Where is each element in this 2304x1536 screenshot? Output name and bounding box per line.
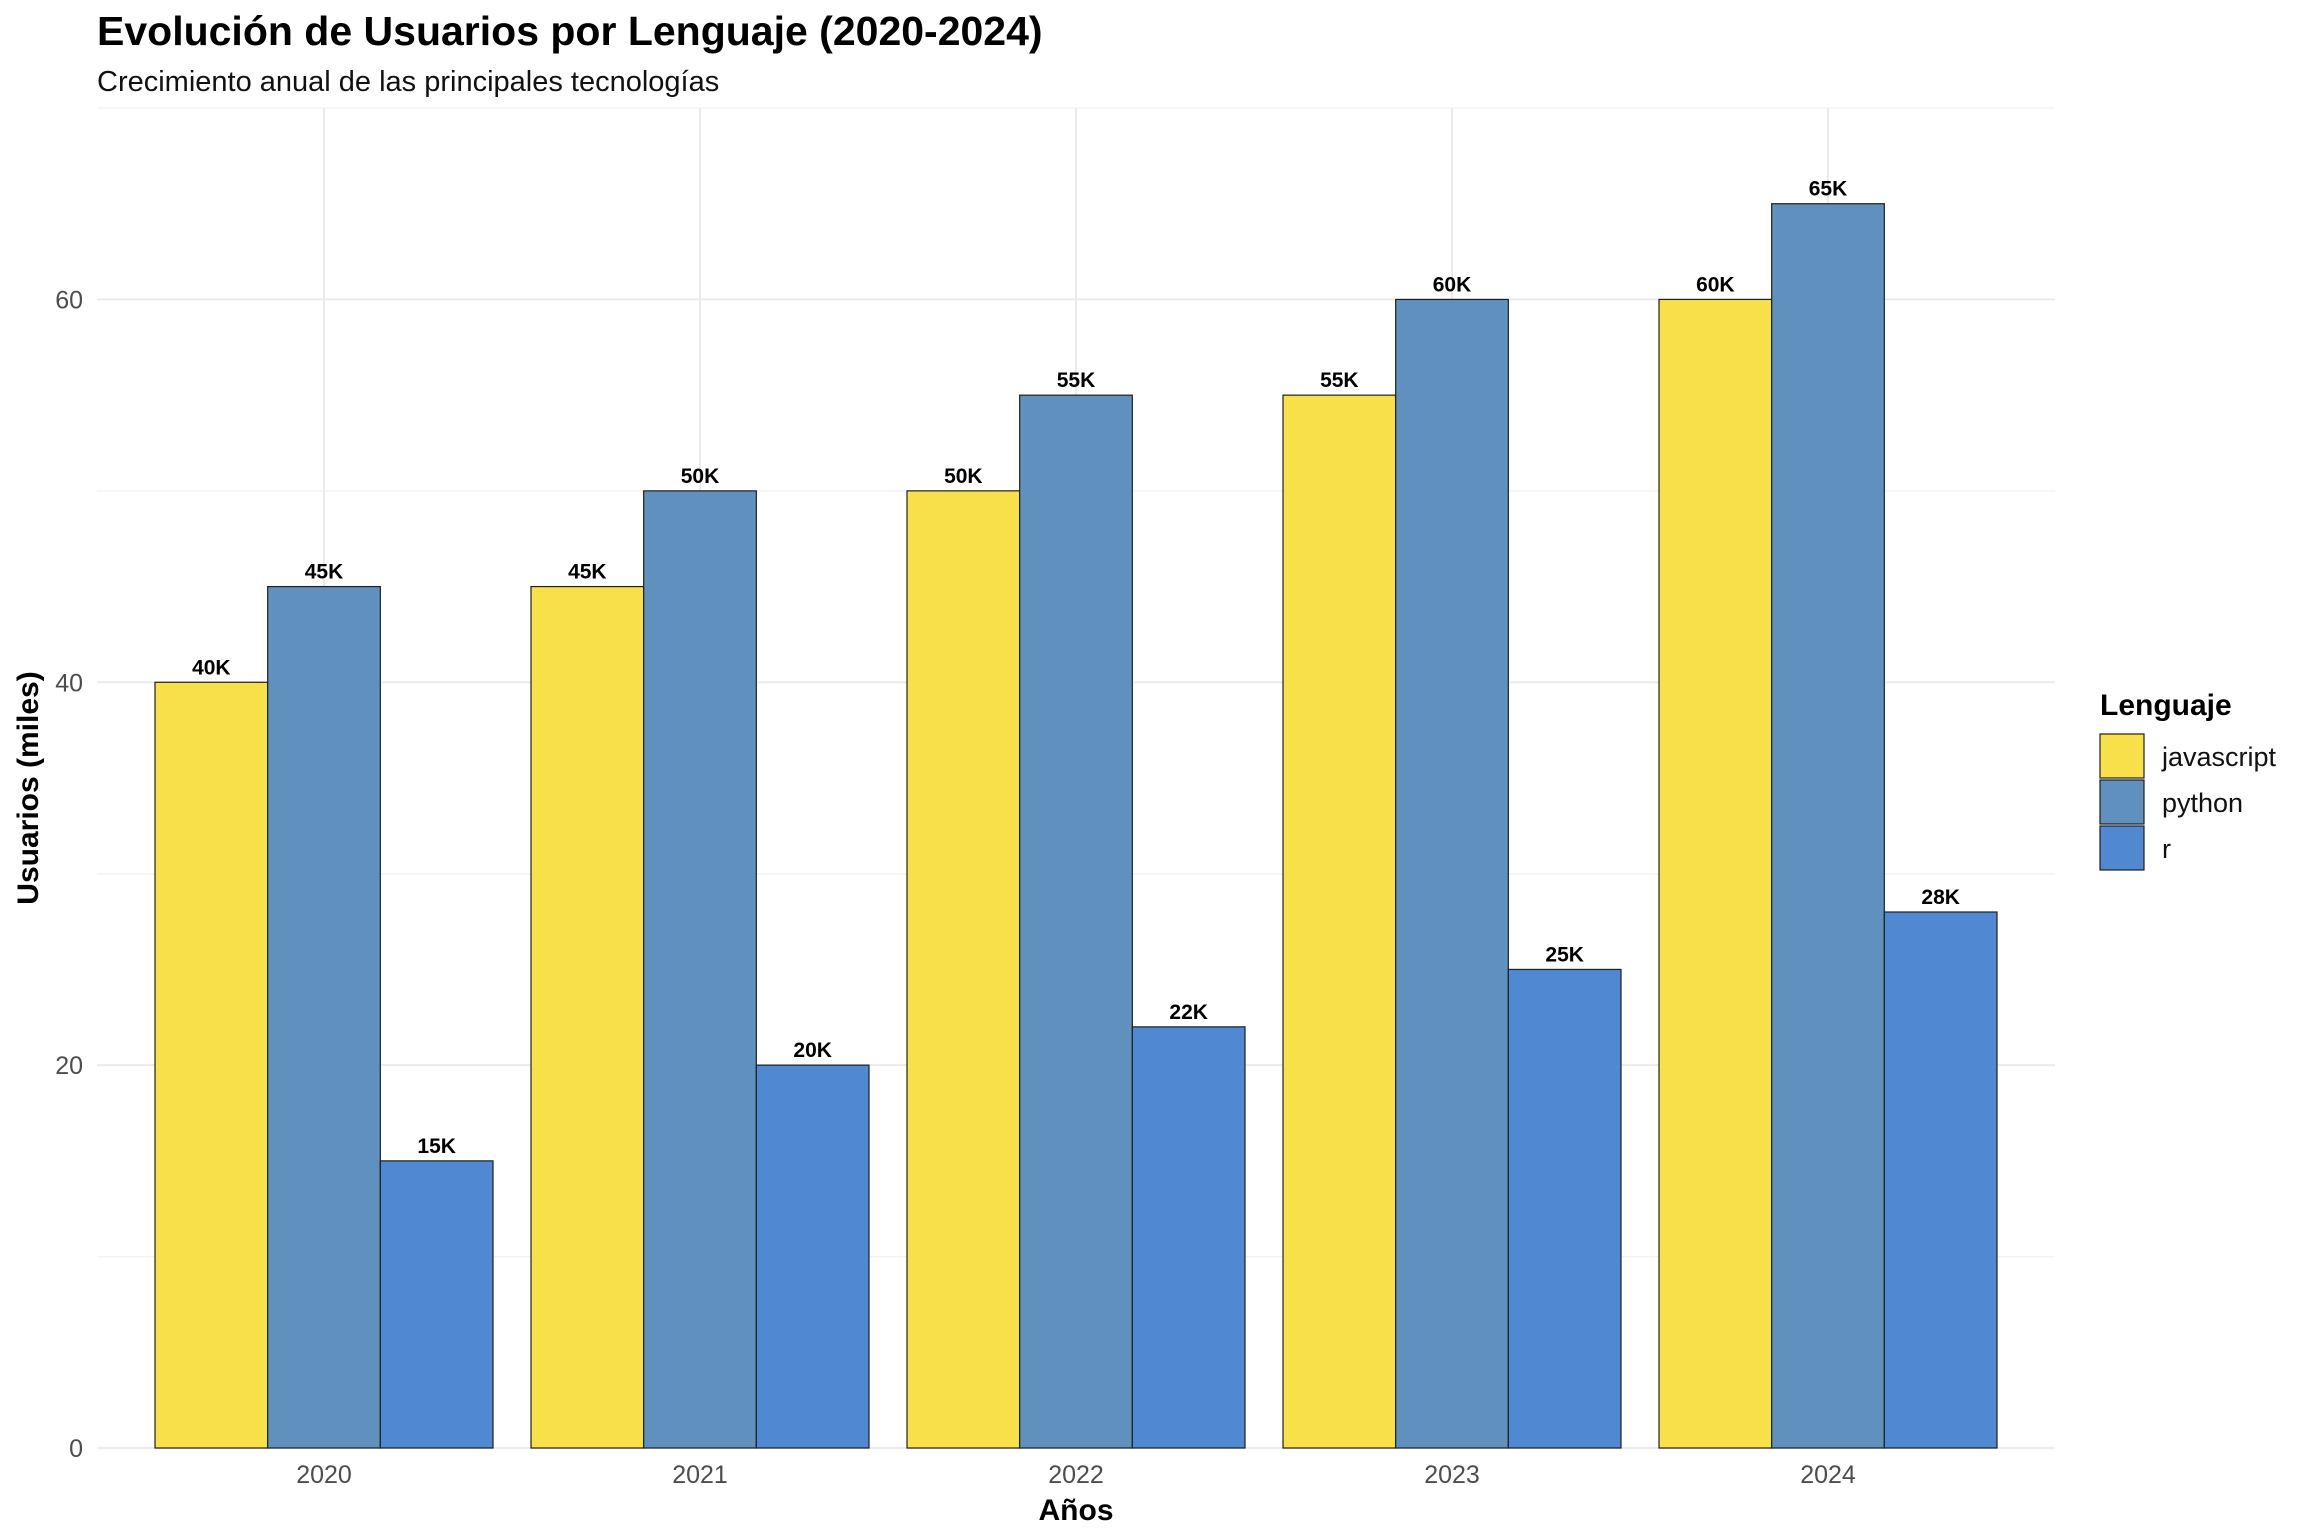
y-tick-label: 0 [69,1435,83,1463]
bar-label-python-2020: 45K [305,561,344,584]
bar-python-2023 [1395,298,1509,1449]
bar-label-r-2023: 25K [1545,943,1584,966]
x-tick-label: 2023 [1424,1461,1480,1489]
legend-label-r: r [2162,834,2171,864]
legend-swatch-r [2099,825,2145,871]
x-axis-title: Años [1039,1494,1114,1527]
y-axis-ticks: 0 20 40 60 [55,286,83,1463]
bar-r-2022 [1131,1026,1246,1449]
bar-javascript-2022 [906,490,1021,1449]
x-axis-ticks: 2020 2021 2022 2023 2024 [296,1461,1856,1489]
bar-python-2024 [1771,203,1885,1449]
bar-javascript-2020 [154,681,269,1449]
y-tick-label: 40 [55,669,83,697]
bar-label-javascript-2022: 50K [944,465,983,488]
bar-label-javascript-2020: 40K [192,656,231,679]
bar-label-r-2021: 20K [793,1039,832,1062]
legend-swatch-python [2099,779,2145,825]
bar-r-2020 [379,1160,494,1449]
bars [154,203,1998,1449]
x-tick-label: 2022 [1048,1461,1104,1489]
bar-label-javascript-2023: 55K [1320,369,1359,392]
bar-label-python-2023: 60K [1433,273,1472,296]
bar-label-r-2020: 15K [417,1135,456,1158]
bar-label-python-2022: 55K [1057,369,1096,392]
legend-swatch-javascript [2099,733,2145,779]
bar-javascript-2023 [1282,394,1397,1449]
chart-subtitle: Crecimiento anual de las principales tec… [97,66,720,98]
bar-python-2020 [267,585,381,1449]
legend-title: Lenguaje [2100,689,2232,722]
bar-r-2024 [1883,911,1998,1449]
chart-title: Evolución de Usuarios por Lenguaje (2020… [97,8,1043,54]
bar-python-2022 [1019,394,1133,1449]
bar-labels: 40K 45K 15K 45K 50K 20K 50K 55K 22K 55K 60K 25K 60K 6… [192,178,1960,1158]
bar-r-2021 [755,1064,870,1449]
x-tick-label: 2021 [672,1461,728,1489]
bar-label-r-2024: 28K [1921,886,1960,909]
bar-r-2023 [1507,968,1622,1449]
legend: Lenguaje javascript python r [2099,689,2277,871]
y-tick-label: 60 [55,286,83,314]
bar-label-python-2024: 65K [1809,178,1848,201]
x-tick-label: 2020 [296,1461,352,1489]
bar-label-python-2021: 50K [681,465,720,488]
bar-javascript-2024 [1658,298,1773,1449]
bar-label-javascript-2021: 45K [568,561,607,584]
y-axis-title: Usuarios (miles) [12,671,45,904]
bar-python-2021 [643,490,757,1449]
legend-label-python: python [2162,788,2243,818]
bar-label-javascript-2024: 60K [1696,273,1735,296]
bar-javascript-2021 [530,585,645,1449]
x-tick-label: 2024 [1800,1461,1856,1489]
y-tick-label: 20 [55,1052,83,1080]
bar-label-r-2022: 22K [1169,1001,1208,1024]
legend-label-javascript: javascript [2161,742,2277,772]
